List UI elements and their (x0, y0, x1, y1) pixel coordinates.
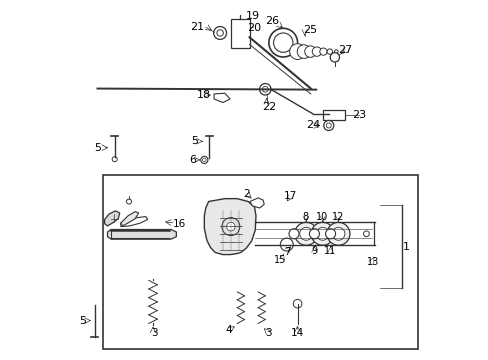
Circle shape (293, 300, 301, 308)
Circle shape (126, 199, 131, 204)
Text: 19: 19 (245, 12, 260, 22)
Polygon shape (121, 212, 139, 226)
Text: 12: 12 (331, 212, 343, 221)
Circle shape (297, 45, 310, 58)
Text: 7: 7 (284, 247, 290, 257)
Text: 13: 13 (366, 257, 378, 267)
Circle shape (331, 227, 344, 240)
Circle shape (294, 222, 317, 245)
Circle shape (326, 49, 332, 54)
Text: 26: 26 (265, 16, 279, 26)
Text: 11: 11 (324, 246, 336, 256)
Circle shape (280, 238, 293, 251)
Text: 6: 6 (189, 155, 196, 165)
Circle shape (325, 123, 330, 128)
Text: 15: 15 (274, 255, 286, 265)
Text: 5: 5 (191, 136, 198, 146)
Text: 20: 20 (246, 23, 261, 33)
Polygon shape (249, 198, 264, 208)
Circle shape (334, 50, 337, 53)
Circle shape (316, 227, 328, 240)
Text: 21: 21 (189, 22, 203, 32)
Circle shape (213, 27, 226, 40)
Circle shape (312, 47, 321, 56)
Circle shape (268, 28, 297, 57)
Circle shape (217, 30, 223, 36)
Text: 24: 24 (306, 121, 320, 130)
Text: 16: 16 (172, 219, 185, 229)
Text: 2: 2 (243, 189, 249, 199)
Text: 3: 3 (150, 328, 157, 338)
Circle shape (323, 121, 333, 131)
Circle shape (259, 84, 270, 95)
Text: 25: 25 (303, 25, 317, 35)
Circle shape (273, 33, 292, 52)
Circle shape (201, 156, 207, 163)
Text: 14: 14 (290, 328, 304, 338)
Text: 4: 4 (224, 325, 231, 335)
Text: 10: 10 (315, 212, 327, 221)
Circle shape (262, 86, 267, 92)
Circle shape (310, 222, 333, 245)
Text: 18: 18 (196, 90, 210, 100)
Polygon shape (104, 211, 120, 226)
Bar (102, 175, 418, 349)
Text: 23: 23 (351, 111, 366, 121)
Polygon shape (121, 217, 147, 226)
Bar (230, 19, 249, 48)
Text: 22: 22 (262, 102, 276, 112)
Bar (323, 110, 344, 121)
Text: 17: 17 (283, 191, 296, 201)
Circle shape (289, 44, 305, 59)
Circle shape (222, 218, 239, 235)
Circle shape (309, 229, 319, 239)
Text: 27: 27 (338, 45, 352, 55)
Circle shape (112, 157, 117, 162)
Circle shape (202, 158, 206, 162)
Circle shape (363, 231, 368, 237)
Circle shape (326, 222, 349, 245)
Text: 8: 8 (302, 212, 308, 221)
Circle shape (299, 227, 312, 240)
Text: 5: 5 (95, 143, 102, 153)
Polygon shape (107, 229, 176, 239)
Text: 5: 5 (80, 316, 86, 325)
Polygon shape (214, 93, 230, 103)
Circle shape (329, 53, 339, 62)
Text: 3: 3 (265, 328, 272, 338)
Polygon shape (204, 199, 255, 255)
Text: 1: 1 (402, 242, 409, 252)
Text: 9: 9 (311, 246, 317, 256)
Circle shape (319, 48, 326, 55)
Circle shape (288, 229, 298, 239)
Circle shape (226, 222, 235, 231)
Circle shape (304, 46, 316, 57)
Circle shape (325, 229, 335, 239)
